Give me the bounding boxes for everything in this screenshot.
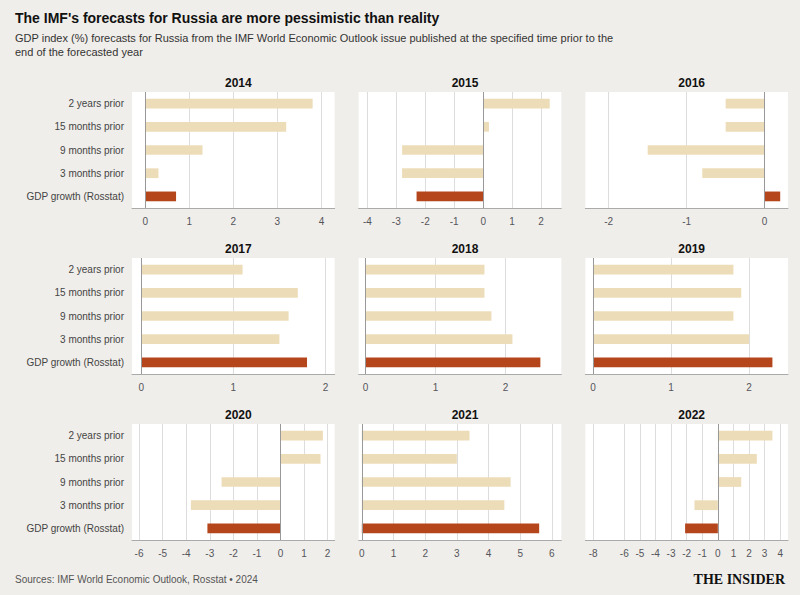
svg-text:-1: -1	[252, 548, 261, 559]
svg-text:0: 0	[359, 548, 365, 559]
svg-text:0: 0	[590, 382, 596, 393]
svg-text:1: 1	[433, 382, 439, 393]
svg-text:1: 1	[668, 382, 674, 393]
svg-text:-2: -2	[604, 216, 613, 227]
svg-text:2022: 2022	[678, 408, 705, 422]
svg-text:2: 2	[422, 548, 428, 559]
svg-text:0: 0	[480, 216, 486, 227]
svg-text:2016: 2016	[678, 76, 705, 90]
svg-text:-1: -1	[698, 548, 707, 559]
svg-text:-4: -4	[182, 548, 191, 559]
svg-text:2014: 2014	[225, 76, 252, 90]
svg-text:3 months prior: 3 months prior	[60, 334, 125, 345]
svg-text:-4: -4	[651, 548, 660, 559]
svg-text:-2: -2	[682, 548, 691, 559]
svg-text:1: 1	[186, 216, 192, 227]
svg-text:4: 4	[486, 548, 492, 559]
svg-text:0: 0	[278, 548, 284, 559]
svg-text:0: 0	[142, 216, 148, 227]
svg-text:2 years prior: 2 years prior	[68, 264, 124, 275]
svg-text:15 months prior: 15 months prior	[55, 453, 125, 464]
svg-text:Sources: IMF World Economic Ou: Sources: IMF World Economic Outlook, Ros…	[15, 574, 258, 585]
svg-text:-2: -2	[421, 216, 430, 227]
svg-text:-5: -5	[635, 548, 644, 559]
svg-text:2: 2	[746, 382, 752, 393]
svg-text:2 years prior: 2 years prior	[68, 98, 124, 109]
svg-text:3 months prior: 3 months prior	[60, 500, 125, 511]
svg-text:5: 5	[517, 548, 523, 559]
svg-text:0: 0	[138, 382, 144, 393]
svg-text:4: 4	[319, 216, 325, 227]
svg-text:-2: -2	[229, 548, 238, 559]
svg-text:2: 2	[231, 216, 237, 227]
svg-text:2019: 2019	[678, 242, 705, 256]
svg-text:2: 2	[538, 216, 544, 227]
svg-text:-5: -5	[158, 548, 167, 559]
svg-text:4: 4	[777, 548, 783, 559]
svg-text:GDP growth (Rosstat): GDP growth (Rosstat)	[26, 191, 124, 202]
svg-text:3 months prior: 3 months prior	[60, 168, 125, 179]
svg-text:end of the forecasted year: end of the forecasted year	[15, 46, 143, 58]
svg-text:1: 1	[509, 216, 515, 227]
svg-text:3: 3	[275, 216, 281, 227]
svg-text:GDP growth (Rosstat): GDP growth (Rosstat)	[26, 357, 124, 368]
svg-text:-6: -6	[620, 548, 629, 559]
svg-text:2021: 2021	[452, 408, 479, 422]
svg-text:0: 0	[715, 548, 721, 559]
svg-text:GDP index (%) forecasts for Ru: GDP index (%) forecasts for Russia from …	[15, 32, 613, 44]
svg-text:2 years prior: 2 years prior	[68, 430, 124, 441]
svg-text:2: 2	[503, 382, 509, 393]
svg-text:The IMF's forecasts for Russia: The IMF's forecasts for Russia are more …	[15, 10, 439, 26]
svg-text:6: 6	[549, 548, 555, 559]
svg-text:GDP growth (Rosstat): GDP growth (Rosstat)	[26, 523, 124, 534]
svg-text:-1: -1	[682, 216, 691, 227]
svg-text:-4: -4	[363, 216, 372, 227]
svg-text:15 months prior: 15 months prior	[55, 287, 125, 298]
svg-text:2015: 2015	[452, 76, 479, 90]
svg-text:2: 2	[325, 548, 331, 559]
svg-text:1: 1	[731, 548, 737, 559]
svg-text:2018: 2018	[452, 242, 479, 256]
svg-text:1: 1	[391, 548, 397, 559]
svg-text:9 months prior: 9 months prior	[60, 477, 125, 488]
svg-text:2017: 2017	[225, 242, 252, 256]
svg-text:0: 0	[762, 216, 768, 227]
svg-text:-3: -3	[205, 548, 214, 559]
svg-text:3: 3	[762, 548, 768, 559]
svg-text:3: 3	[454, 548, 460, 559]
svg-text:-1: -1	[450, 216, 459, 227]
svg-text:-6: -6	[135, 548, 144, 559]
svg-text:1: 1	[301, 548, 307, 559]
svg-text:2020: 2020	[225, 408, 252, 422]
svg-text:THE INSIDER: THE INSIDER	[694, 572, 786, 587]
svg-text:-3: -3	[667, 548, 676, 559]
svg-text:2: 2	[323, 382, 329, 393]
svg-text:2: 2	[746, 548, 752, 559]
svg-text:0: 0	[363, 382, 369, 393]
svg-text:-8: -8	[589, 548, 598, 559]
svg-text:9 months prior: 9 months prior	[60, 311, 125, 322]
svg-text:9 months prior: 9 months prior	[60, 145, 125, 156]
svg-text:-3: -3	[392, 216, 401, 227]
svg-text:15 months prior: 15 months prior	[55, 121, 125, 132]
svg-text:1: 1	[231, 382, 237, 393]
